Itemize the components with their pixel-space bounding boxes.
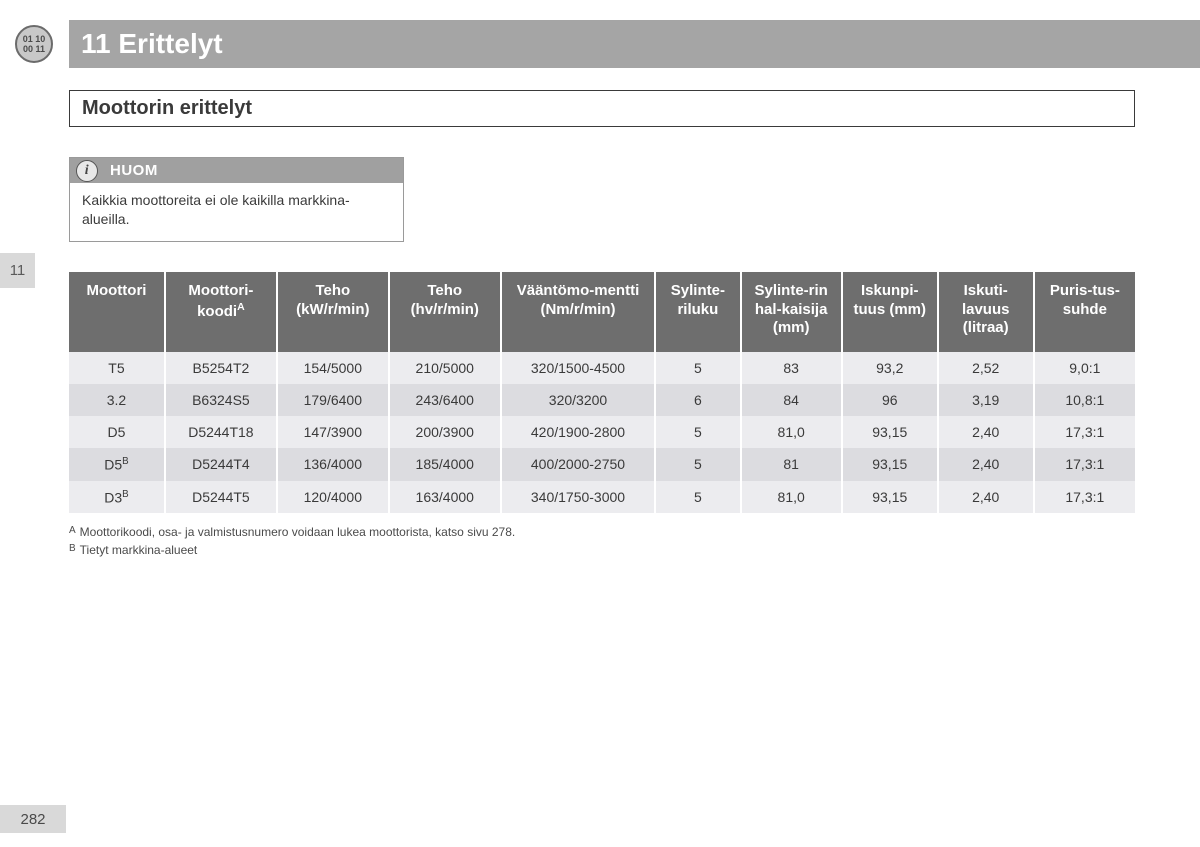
info-icon: i: [76, 160, 98, 182]
cell-hv: 243/6400: [389, 384, 501, 416]
cell-hv: 200/3900: [389, 416, 501, 448]
side-chapter-tab: 11: [0, 253, 35, 288]
cell-disp: 2,52: [938, 352, 1034, 384]
cell-stroke: 93,15: [842, 481, 938, 514]
cell-bore: 84: [741, 384, 842, 416]
cell-bore: 81,0: [741, 416, 842, 448]
section-title: Moottorin erittelyt: [82, 97, 1122, 120]
table-header-cell: Vääntömo-mentti (Nm/r/min): [501, 272, 656, 352]
cell-nm: 400/2000-2750: [501, 448, 656, 481]
cell-stroke: 96: [842, 384, 938, 416]
cell-bore: 81: [741, 448, 842, 481]
cell-code: D5244T5: [165, 481, 277, 514]
chapter-header: 11 Erittelyt: [69, 20, 1200, 68]
page-content: Moottorin erittelyt i HUOM Kaikkia moott…: [69, 90, 1135, 559]
cell-kw: 179/6400: [277, 384, 389, 416]
table-header-cell: Iskuti-lavuus (litraa): [938, 272, 1034, 352]
note-box: i HUOM Kaikkia moottoreita ei ole kaikil…: [69, 157, 404, 242]
table-header-cell: Moottori-koodiA: [165, 272, 277, 352]
table-row: D3BD5244T5120/4000163/4000340/1750-30005…: [69, 481, 1135, 514]
page-number-value: 282: [20, 811, 45, 828]
cell-cyl: 5: [655, 481, 740, 514]
cell-kw: 147/3900: [277, 416, 389, 448]
cell-engine: T5: [69, 352, 165, 384]
cell-nm: 320/3200: [501, 384, 656, 416]
cell-comp: 17,3:1: [1034, 416, 1135, 448]
cell-hv: 163/4000: [389, 481, 501, 514]
cell-engine: D5: [69, 416, 165, 448]
header-logo: 01 10 00 11: [10, 20, 58, 68]
cell-disp: 2,40: [938, 448, 1034, 481]
cell-engine: D5B: [69, 448, 165, 481]
cell-disp: 2,40: [938, 416, 1034, 448]
cell-code: B5254T2: [165, 352, 277, 384]
table-header-cell: Moottori: [69, 272, 165, 352]
table-header-cell: Iskunpi-tuus (mm): [842, 272, 938, 352]
note-body: Kaikkia moottoreita ei ole kaikilla mark…: [70, 183, 403, 241]
table-row: 3.2B6324S5179/6400243/6400320/3200684963…: [69, 384, 1135, 416]
cell-kw: 136/4000: [277, 448, 389, 481]
footnote: BTietyt markkina-alueet: [69, 541, 1135, 559]
cell-code: D5244T18: [165, 416, 277, 448]
cell-stroke: 93,15: [842, 448, 938, 481]
cell-cyl: 5: [655, 448, 740, 481]
table-header-cell: Sylinte-riluku: [655, 272, 740, 352]
cell-hv: 210/5000: [389, 352, 501, 384]
cell-cyl: 5: [655, 416, 740, 448]
table-row: D5D5244T18147/3900200/3900420/1900-28005…: [69, 416, 1135, 448]
cell-stroke: 93,2: [842, 352, 938, 384]
table-header-cell: Sylinte-rin hal-kaisija (mm): [741, 272, 842, 352]
chapter-title: 11 Erittelyt: [81, 28, 223, 60]
footnotes: AMoottorikoodi, osa- ja valmistusnumero …: [69, 523, 1135, 559]
table-row: T5B5254T2154/5000210/5000320/1500-450058…: [69, 352, 1135, 384]
cell-comp: 10,8:1: [1034, 384, 1135, 416]
icon-row-1: 01 10: [23, 34, 46, 44]
cell-stroke: 93,15: [842, 416, 938, 448]
cell-engine: 3.2: [69, 384, 165, 416]
cell-code: D5244T4: [165, 448, 277, 481]
page-number: 282: [0, 805, 66, 833]
cell-disp: 2,40: [938, 481, 1034, 514]
cell-cyl: 6: [655, 384, 740, 416]
cell-comp: 17,3:1: [1034, 448, 1135, 481]
side-tab-label: 11: [10, 262, 26, 279]
table-header-cell: Teho (kW/r/min): [277, 272, 389, 352]
cell-nm: 340/1750-3000: [501, 481, 656, 514]
cell-comp: 9,0:1: [1034, 352, 1135, 384]
cell-nm: 320/1500-4500: [501, 352, 656, 384]
note-header: i HUOM: [70, 158, 403, 183]
cell-code: B6324S5: [165, 384, 277, 416]
binary-icon: 01 10 00 11: [15, 25, 53, 63]
cell-bore: 81,0: [741, 481, 842, 514]
table-header-row: MoottoriMoottori-koodiATeho (kW/r/min)Te…: [69, 272, 1135, 352]
table-header-cell: Teho (hv/r/min): [389, 272, 501, 352]
section-title-box: Moottorin erittelyt: [69, 90, 1135, 127]
icon-row-2: 00 11: [23, 44, 45, 54]
spec-table: MoottoriMoottori-koodiATeho (kW/r/min)Te…: [69, 272, 1135, 514]
cell-bore: 83: [741, 352, 842, 384]
cell-hv: 185/4000: [389, 448, 501, 481]
cell-engine: D3B: [69, 481, 165, 514]
cell-kw: 120/4000: [277, 481, 389, 514]
cell-disp: 3,19: [938, 384, 1034, 416]
table-row: D5BD5244T4136/4000185/4000400/2000-27505…: [69, 448, 1135, 481]
cell-cyl: 5: [655, 352, 740, 384]
footnote: AMoottorikoodi, osa- ja valmistusnumero …: [69, 523, 1135, 541]
cell-comp: 17,3:1: [1034, 481, 1135, 514]
cell-nm: 420/1900-2800: [501, 416, 656, 448]
table-header-cell: Puris-tus-suhde: [1034, 272, 1135, 352]
note-label: HUOM: [110, 162, 158, 179]
cell-kw: 154/5000: [277, 352, 389, 384]
